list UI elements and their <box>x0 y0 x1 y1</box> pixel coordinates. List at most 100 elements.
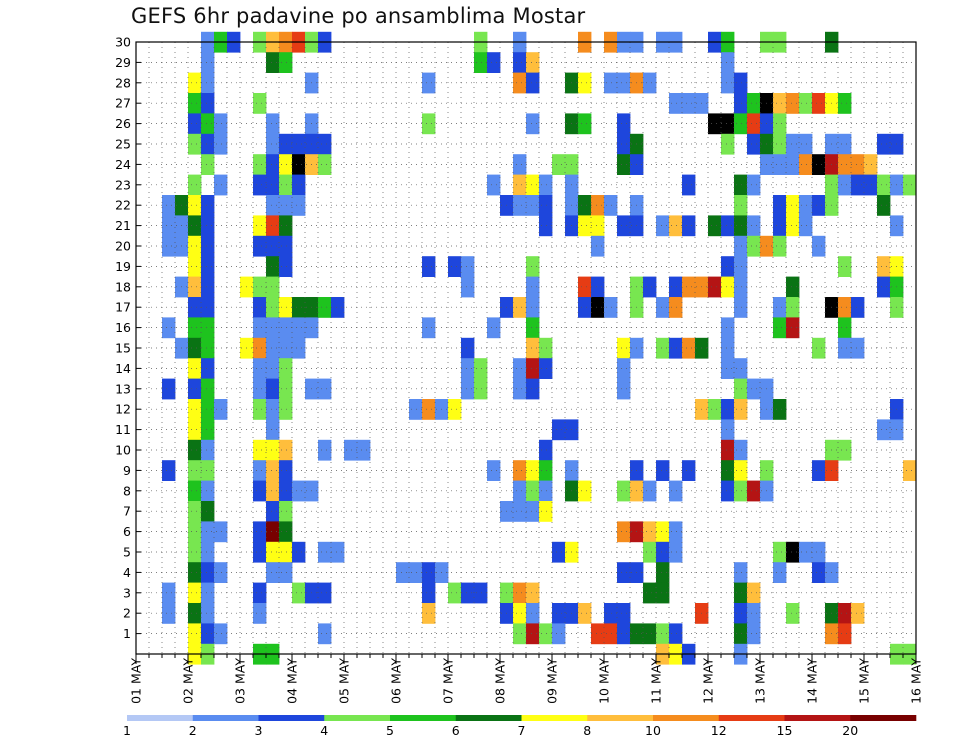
legend-label: 4 <box>320 723 328 738</box>
heatmap-cell <box>773 215 787 237</box>
x-tick-label: 12 MAY <box>701 658 716 704</box>
heatmap-cell <box>513 582 527 604</box>
heatmap-cell <box>253 582 267 604</box>
heatmap-cell <box>656 460 670 481</box>
heatmap-cell <box>487 317 501 339</box>
heatmap-cell <box>864 154 878 175</box>
heatmap-cell <box>773 133 787 155</box>
x-tick-label: 10 MAY <box>597 658 612 704</box>
heatmap-cell <box>279 317 293 339</box>
heatmap-cell <box>513 72 527 94</box>
heatmap-cell <box>279 52 293 73</box>
heatmap-cell <box>188 72 202 94</box>
heatmap-cell <box>188 133 202 155</box>
heatmap-cell <box>682 93 696 114</box>
heatmap-cell <box>721 317 735 339</box>
heatmap-cell <box>344 439 358 461</box>
heatmap-cell <box>721 399 735 420</box>
heatmap-cell <box>747 603 761 624</box>
heatmap-cell <box>721 276 735 298</box>
heatmap-cell <box>786 93 800 114</box>
heatmap-cell <box>162 378 176 400</box>
heatmap-cell <box>669 297 683 318</box>
heatmap-cell <box>188 521 202 543</box>
heatmap-cell <box>253 276 267 298</box>
heatmap-cell <box>721 133 735 155</box>
heatmap-cell <box>773 93 787 114</box>
heatmap-cell <box>656 623 670 645</box>
heatmap-cell <box>461 256 475 277</box>
heatmap-cell <box>539 480 553 502</box>
x-tick-label: 07 MAY <box>441 658 456 704</box>
heatmap-cell <box>552 541 566 563</box>
heatmap-cell <box>643 276 657 298</box>
heatmap-cell <box>526 174 540 196</box>
legend-swatch <box>850 715 917 721</box>
heatmap-cell <box>578 215 592 237</box>
legend-label: 6 <box>452 723 460 738</box>
heatmap-cell <box>721 113 735 135</box>
y-tick-label: 20 <box>115 239 131 254</box>
heatmap-cell <box>526 623 540 645</box>
heatmap-cell <box>201 623 215 645</box>
heatmap-cell <box>513 52 527 73</box>
heatmap-cell <box>643 480 657 502</box>
heatmap-cell <box>253 439 267 461</box>
heatmap-cell <box>838 317 852 339</box>
heatmap-cell <box>526 297 540 318</box>
heatmap-cell <box>526 603 540 624</box>
heatmap-cell <box>838 133 852 155</box>
heatmap-cell <box>266 480 280 502</box>
heatmap-cell <box>188 297 202 318</box>
heatmap-cell <box>474 582 488 604</box>
heatmap-cell <box>682 215 696 237</box>
heatmap-cell <box>669 480 683 502</box>
heatmap-cell <box>461 358 475 379</box>
heatmap-cell <box>513 501 527 522</box>
heatmap-cell <box>747 113 761 135</box>
heatmap-cell <box>318 297 332 318</box>
heatmap-cell <box>279 297 293 318</box>
heatmap-cell <box>903 460 917 481</box>
heatmap-cell <box>539 215 553 237</box>
heatmap-cell <box>422 317 436 339</box>
heatmap-cell <box>188 562 202 583</box>
x-tick-label: 04 MAY <box>285 658 300 704</box>
y-tick-label: 8 <box>123 483 131 498</box>
legend-swatch <box>587 715 654 721</box>
heatmap-cell <box>214 521 228 543</box>
heatmap-cell <box>292 297 306 318</box>
heatmap-cell <box>669 541 683 563</box>
heatmap-cell <box>188 439 202 461</box>
heatmap-cell <box>266 113 280 135</box>
heatmap-cell <box>721 480 735 502</box>
heatmap-cell <box>266 154 280 175</box>
legend-swatch <box>192 715 259 721</box>
heatmap-cell <box>266 460 280 481</box>
legend-swatch <box>653 715 720 721</box>
heatmap-cell <box>318 439 332 461</box>
heatmap-cell <box>266 439 280 461</box>
heatmap-cell <box>396 562 410 583</box>
heatmap-cell <box>578 276 592 298</box>
heatmap-cell <box>253 541 267 563</box>
heatmap-cell <box>201 541 215 563</box>
heatmap-cell <box>266 521 280 543</box>
heatmap-cell <box>578 297 592 318</box>
heatmap-cell <box>552 623 566 645</box>
legend-swatch <box>324 715 391 721</box>
heatmap-cell <box>539 358 553 379</box>
heatmap-cell <box>422 399 436 420</box>
heatmap-cell <box>591 297 605 318</box>
x-tick-label: 11 MAY <box>649 658 664 704</box>
heatmap-cell <box>617 358 631 379</box>
heatmap-cell <box>266 358 280 379</box>
heatmap-cell <box>747 378 761 400</box>
heatmap-cell <box>162 460 176 481</box>
heatmap-cell <box>201 93 215 114</box>
heatmap-cell <box>721 460 735 481</box>
heatmap-cell <box>773 562 787 583</box>
heatmap-cell <box>877 256 891 277</box>
x-axis-tick-labels: 01 MAY 02 MAY 03 MAY 04 MAY 05 MAY 06 MAY 07 M… <box>129 654 924 704</box>
heatmap-cell <box>669 337 683 359</box>
